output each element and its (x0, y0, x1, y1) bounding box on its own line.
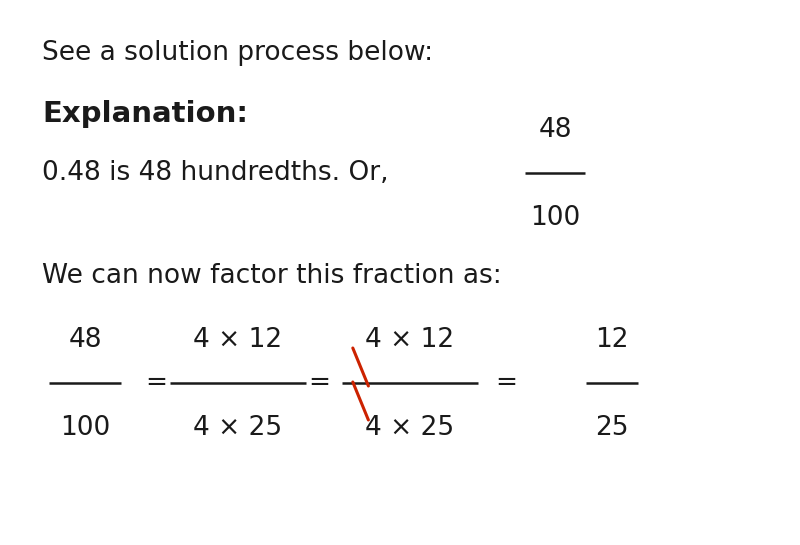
Text: 100: 100 (530, 205, 580, 231)
Text: 12: 12 (595, 327, 629, 353)
Text: 4 × 25: 4 × 25 (366, 415, 454, 441)
Text: 4 × 12: 4 × 12 (194, 327, 282, 353)
Text: 25: 25 (595, 415, 629, 441)
Text: =: = (146, 370, 167, 396)
Text: =: = (308, 370, 330, 396)
Text: See a solution process below:: See a solution process below: (42, 40, 433, 66)
Text: 4 × 25: 4 × 25 (194, 415, 282, 441)
Text: 100: 100 (60, 415, 110, 441)
Text: Explanation:: Explanation: (42, 100, 248, 128)
Text: 4 × 12: 4 × 12 (366, 327, 454, 353)
Text: We can now factor this fraction as:: We can now factor this fraction as: (42, 263, 502, 289)
Text: =: = (495, 370, 517, 396)
Text: 48: 48 (538, 117, 572, 143)
Text: 48: 48 (68, 327, 102, 353)
Text: 0.48 is 48 hundredths. Or,: 0.48 is 48 hundredths. Or, (42, 160, 389, 186)
